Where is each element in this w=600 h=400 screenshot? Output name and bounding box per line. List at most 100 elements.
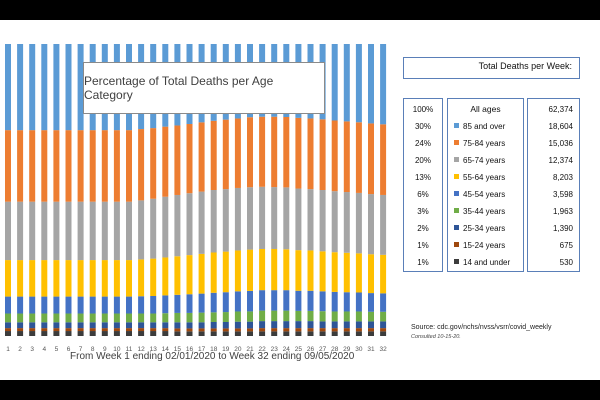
bar-segment [307, 328, 314, 332]
bar-segment [271, 328, 278, 332]
bar-segment [198, 191, 205, 254]
bar-segment [5, 313, 11, 323]
bar-segment [343, 292, 350, 312]
bar-segment [53, 328, 60, 332]
header-label: All ages [470, 104, 501, 114]
consulted-note: Consulted 10-15-20. [411, 334, 461, 340]
bar-segment [283, 310, 290, 322]
bar-segment [380, 311, 387, 322]
bar-segment [5, 296, 11, 314]
legend-swatch [454, 123, 459, 129]
legend-swatch [454, 140, 459, 146]
bar-segment [17, 296, 24, 314]
bar-segment [101, 313, 108, 323]
bar-segment [307, 118, 314, 190]
bar-segment [319, 190, 326, 252]
bar-segment [101, 130, 108, 202]
bar-segment [380, 44, 387, 125]
row-pct: 6% [417, 190, 429, 199]
bar-segment [186, 312, 193, 323]
bar-segment [259, 116, 266, 187]
bar-segment [198, 328, 205, 332]
bar-segment [162, 257, 169, 296]
bar-segment [150, 313, 157, 323]
x-tick-label: 3 [30, 346, 34, 353]
bar-segment [210, 120, 217, 190]
legend-swatch [454, 174, 459, 180]
bar-segment [355, 331, 362, 336]
bar-segment [295, 328, 302, 332]
bar-segment [162, 295, 169, 314]
bar-segment [138, 259, 145, 297]
bar-segment [198, 331, 205, 336]
bar-segment [234, 328, 241, 332]
bar-segment [283, 321, 290, 329]
bar-segment [259, 321, 266, 329]
bar-segment [174, 194, 181, 257]
bar-segment [41, 296, 48, 314]
row-age-category: 65-74 years [448, 152, 523, 169]
row-deaths-value: 3,598 [552, 190, 573, 199]
x-tick-label: 9 [103, 346, 107, 353]
bar-segment [5, 328, 11, 332]
bar-segment [101, 322, 108, 329]
bar-segment [319, 119, 326, 190]
bar-segment [343, 252, 350, 293]
bar-segment [368, 44, 374, 124]
bar-segment [77, 322, 84, 329]
bar-segment [259, 248, 266, 291]
bar-segment [113, 313, 120, 323]
bar-segment [343, 121, 350, 193]
bar-segment [247, 117, 253, 188]
bar-segment [5, 322, 11, 329]
x-tick-label: 15 [174, 346, 182, 353]
chart-title: Percentage of Total Deaths per Age Categ… [84, 74, 274, 102]
row-age-category: 35-44 years [448, 203, 523, 220]
bar-segment [198, 122, 205, 192]
bar-segment [162, 313, 169, 323]
bar-segment [368, 293, 374, 312]
row-pct: 1% [417, 241, 429, 250]
bar-segment [101, 328, 108, 332]
bar-segment [295, 250, 302, 291]
bar-segment [319, 331, 326, 336]
row-deaths-value: 530 [559, 258, 573, 267]
row-age-category: 45-54 years [448, 186, 523, 203]
bar-segment [271, 116, 278, 188]
bar-segment [174, 312, 181, 323]
bar-segment [138, 331, 145, 336]
legend-label: 55-64 years [463, 173, 506, 182]
bar-segment [89, 201, 96, 261]
bar-segment [283, 290, 290, 311]
bar-segment [343, 192, 350, 253]
bar-segment [126, 328, 132, 332]
legend-label: 85 and over [463, 122, 506, 131]
bar-segment [319, 321, 326, 329]
bar-segment [29, 260, 36, 297]
bar-segment [343, 321, 350, 329]
bar-segment [89, 322, 96, 329]
bar-segment [53, 201, 60, 261]
bar-segment [162, 331, 169, 336]
bar-segment [319, 251, 326, 292]
legend-label: 25-34 years [463, 224, 506, 233]
legend-label: 75-84 years [463, 139, 506, 148]
bar-segment [89, 328, 96, 332]
bar-segment [186, 328, 193, 332]
x-tick-label: 23 [271, 346, 279, 353]
x-tick-label: 16 [186, 346, 194, 353]
bar-segment [259, 186, 266, 249]
bar-segment [113, 328, 120, 332]
bar-segment [355, 44, 362, 123]
x-tick-label: 7 [79, 346, 83, 353]
bar-segment [283, 249, 290, 291]
bar-segment [210, 312, 217, 322]
bar-segment [17, 328, 24, 332]
bar-segment [29, 313, 36, 323]
x-tick-label: 10 [113, 346, 121, 353]
bar-segment [368, 331, 374, 336]
row-age-category: 85 and over [448, 118, 523, 135]
row-pct: 13% [414, 173, 431, 182]
bar-segment [150, 331, 157, 336]
bar-segment [307, 331, 314, 336]
